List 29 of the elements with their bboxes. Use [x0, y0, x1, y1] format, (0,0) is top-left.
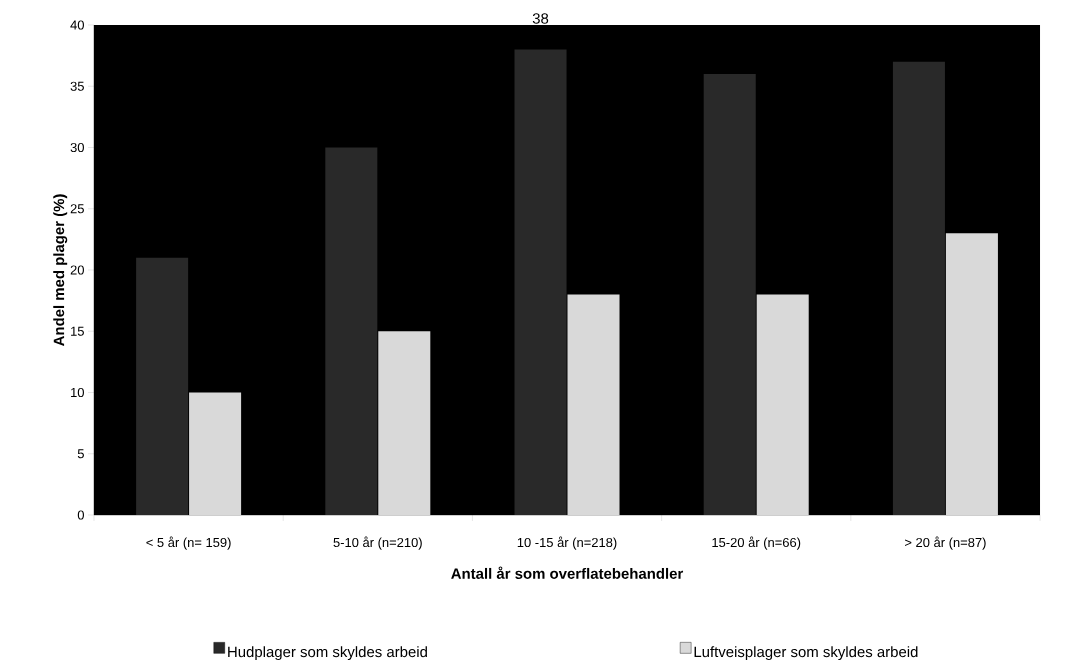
y-tick-label: 40: [70, 20, 84, 30]
data-label: 38: [532, 12, 549, 24]
bar: [325, 147, 378, 515]
bar: [136, 257, 189, 515]
legend-label: Hudplager som skyldes arbeid: [228, 645, 427, 660]
x-tick-label: > 20 år (n=87): [905, 536, 986, 550]
x-axis-title: Antall år som overflatebehandler: [451, 566, 684, 579]
y-tick-label: 20: [70, 265, 84, 275]
x-tick-label: 15-20 år (n=66): [712, 536, 801, 550]
bar: [378, 331, 431, 515]
y-tick-label: 0: [77, 510, 84, 520]
bar: [756, 294, 809, 515]
x-tick-label: < 5 år (n= 159): [146, 536, 231, 550]
bar: [567, 294, 620, 515]
legend-label: Luftveisplager som skyldes arbeid: [694, 645, 918, 660]
x-tick-label: 10 -15 år (n=218): [517, 536, 617, 550]
y-tick-label: 30: [70, 142, 84, 152]
y-tick-label: 15: [71, 326, 84, 336]
bar: [945, 233, 998, 515]
bar: [189, 392, 242, 515]
bar: [703, 73, 756, 515]
y-tick-label: 25: [70, 203, 84, 214]
y-tick-label: 35: [70, 81, 84, 91]
x-tick-label: 5-10 år (n=210): [333, 536, 422, 550]
y-axis-title: Andel med plager (%): [53, 194, 68, 346]
y-tick-label: 10: [71, 387, 84, 397]
bar: [892, 61, 945, 515]
y-tick-label: 5: [77, 449, 84, 459]
bar: [514, 49, 567, 515]
